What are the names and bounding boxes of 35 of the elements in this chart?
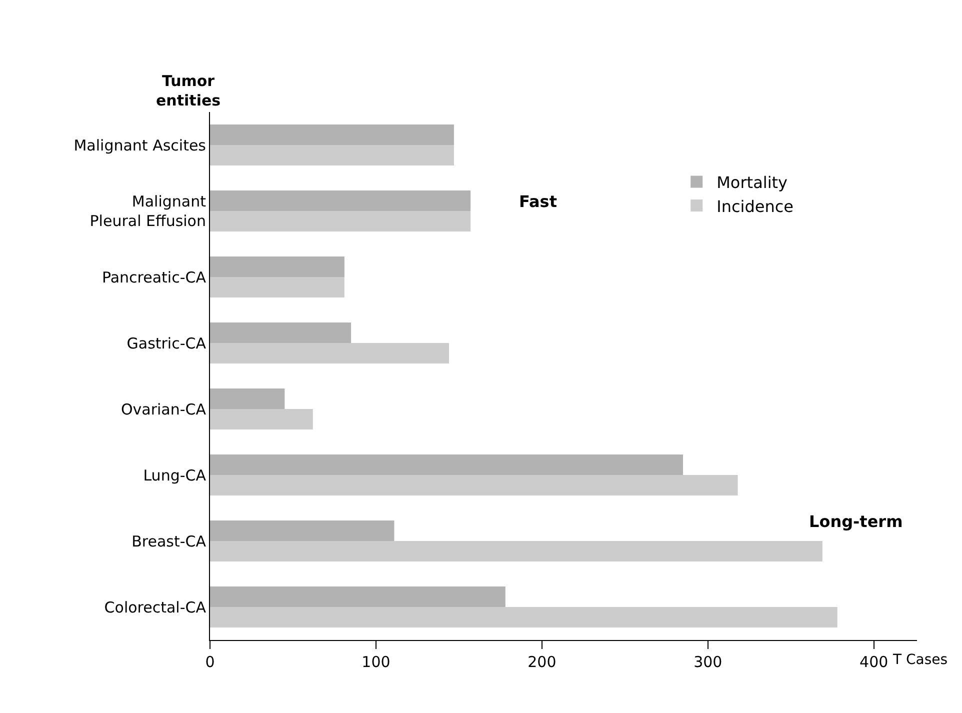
bar (210, 256, 344, 277)
bar (210, 343, 449, 364)
y-tick-label: Lung-CA (143, 466, 207, 484)
legend-label: Mortality (716, 172, 788, 192)
bar (210, 388, 285, 409)
bar (210, 607, 838, 628)
x-tick-label: 200 (528, 653, 556, 671)
bar (210, 454, 683, 475)
y-tick-label: Gastric-CA (126, 334, 207, 352)
bar (210, 124, 454, 145)
bar (210, 409, 313, 430)
y-tick-label: Ovarian-CA (120, 400, 207, 418)
y-tick-label: Colorectal-CA (104, 598, 207, 616)
bar (210, 211, 471, 232)
annotation: Long-term (809, 512, 903, 531)
y-axis-title: Tumor entities (156, 72, 221, 110)
x-tick-label: 100 (362, 653, 390, 671)
y-tick-label: Breast-CA (132, 532, 207, 550)
x-tick-label: 400 (860, 653, 888, 671)
bar (210, 586, 506, 607)
x-tick-label: 0 (205, 653, 215, 671)
bar (210, 190, 471, 211)
bar (210, 145, 454, 166)
y-tick-label: Malignant Pleural Effusion (90, 192, 206, 230)
bar (210, 520, 394, 541)
bar (210, 475, 738, 496)
bar (210, 322, 352, 343)
bar (210, 541, 822, 562)
bar (210, 277, 344, 298)
legend-label: Incidence (716, 196, 794, 216)
annotation: Fast (519, 192, 558, 211)
x-axis-title: T Cases (892, 652, 948, 668)
y-tick-label: Pancreatic-CA (102, 268, 207, 286)
y-tick-label: Malignant Ascites (74, 136, 206, 154)
x-tick-label: 300 (694, 653, 722, 671)
